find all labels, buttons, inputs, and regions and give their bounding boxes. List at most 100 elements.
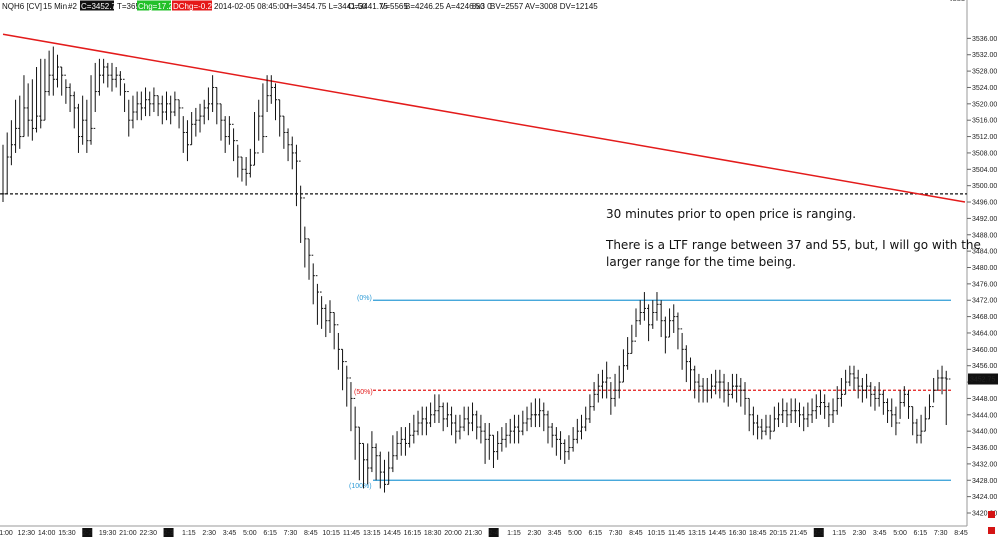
time-tick-label: 13:15 — [688, 530, 706, 537]
scale-marker-lower-icon[interactable] — [988, 527, 995, 534]
close-price-badge — [80, 0, 114, 11]
price-tick-label: 3520.00 — [972, 101, 997, 108]
price-tick-label: 3420.00 — [972, 511, 997, 518]
fib-label-0: (0%) — [357, 295, 372, 302]
price-tick-label: 3440.00 — [972, 429, 997, 436]
time-tick-label: 8:45 — [629, 530, 643, 537]
reference-lines — [0, 193, 967, 481]
time-axis[interactable]: 1:00 12:30 14:00 15:30 2-2 19:30 21:00 22:30 2-3… — [0, 528, 968, 537]
time-tick-label: 15:30 — [58, 530, 76, 537]
note-line-3: larger range for the time being. — [606, 255, 796, 269]
time-tick-label: 14:45 — [383, 530, 401, 537]
time-tick-label: 21:30 — [465, 530, 483, 537]
time-tick-label: 3:45 — [873, 530, 887, 537]
time-tick-label: 6:15 — [588, 530, 602, 537]
price-tick-label: 3508.00 — [972, 150, 997, 157]
price-tick-label: 3532.00 — [972, 52, 997, 59]
time-tick-label: 8:45 — [304, 530, 318, 537]
price-tick-label: 3444.00 — [972, 412, 997, 419]
price-tick-label: 3512.00 — [972, 134, 997, 141]
interval-label: 15 Min — [43, 2, 67, 11]
time-tick-label: 20:15 — [769, 530, 787, 537]
time-tick-label: 2-2 — [82, 530, 92, 537]
extra-label: 8x3 0 — [472, 2, 492, 11]
price-tick-label: 3488.00 — [972, 232, 997, 239]
time-tick-label: 11:45 — [668, 530, 685, 537]
price-tick-label: 3424.00 — [972, 494, 997, 501]
time-tick-label: 21:00 — [119, 530, 137, 537]
note-line-2: There is a LTF range between 37 and 55, … — [605, 238, 981, 252]
time-tick-label: 5:00 — [893, 530, 907, 537]
open-label: O=3441.75 — [348, 2, 388, 11]
price-tick-label: 3536.00 — [972, 36, 997, 43]
time-tick-label: 2:30 — [202, 530, 216, 537]
time-tick-label: 14:00 — [38, 530, 56, 537]
volume-label: V=5565 — [380, 2, 408, 11]
symbol-label: NQH6 [CV] — [2, 2, 42, 11]
time-tick-label: 3:45 — [223, 530, 237, 537]
time-tick-label: 2:30 — [527, 530, 541, 537]
price-tick-label: 3504.00 — [972, 167, 997, 174]
price-tick-label: 3456.00 — [972, 363, 997, 370]
time-tick-label: 12:30 — [18, 530, 36, 537]
scale-marker-upper-icon[interactable] — [988, 511, 995, 518]
price-tick-label: 3428.00 — [972, 478, 997, 485]
time-tick-label: 19:30 — [99, 530, 117, 537]
time-tick-label: 2-4 — [489, 530, 499, 537]
price-tick-label: 3496.00 — [972, 200, 997, 207]
time-tick-label: 2-5 — [814, 530, 824, 537]
time-tick-label: 16:30 — [729, 530, 747, 537]
day-separator-badge — [813, 528, 824, 537]
header-bar: NQH6 [CV] 15 Min #2 C=3452.75 T=3653 Chg… — [2, 0, 598, 11]
price-tick-label: 3476.00 — [972, 281, 997, 288]
time-tick-label: 2-3 — [163, 530, 173, 537]
time-tick-label: 1:15 — [182, 530, 196, 537]
bid-ask-label: B=4246.25 A=4246.50 — [405, 2, 485, 11]
time-tick-label: 18:45 — [749, 530, 767, 537]
chart-number-label: #2 — [68, 2, 77, 11]
time-tick-label: 7:30 — [609, 530, 623, 537]
time-tick-label: 10:15 — [647, 530, 665, 537]
time-tick-label: 1:15 — [832, 530, 846, 537]
time-tick-label: 20:00 — [444, 530, 462, 537]
volume-breakdown-label: BV=2557 AV=3008 DV=12145 — [490, 2, 598, 11]
price-tick-label: 3460.00 — [972, 347, 997, 354]
time-tick-label: 13:15 — [363, 530, 381, 537]
price-tick-label: 3480.00 — [972, 265, 997, 272]
price-tick-label: 3528.00 — [972, 69, 997, 76]
price-tick-label: 3500.00 — [972, 183, 997, 190]
change-badge — [137, 0, 171, 11]
change-label: Chg=17.25 — [138, 2, 178, 11]
daily-change-label: DChg=-0.25 — [173, 2, 217, 11]
time-tick-label: 5:00 — [568, 530, 582, 537]
price-tick-label: 3464.00 — [972, 330, 997, 337]
time-tick-label: 16:15 — [404, 530, 422, 537]
daily-change-badge — [172, 0, 212, 11]
price-tick-label: 3492.00 — [972, 216, 997, 223]
day-separator-badge — [488, 528, 499, 537]
tick-count-label: T=3653 — [117, 2, 145, 11]
ohlc-series — [1, 0, 965, 493]
time-tick-label: 18:30 — [424, 530, 442, 537]
time-tick-label: 8:45 — [954, 530, 968, 537]
time-tick-label: 7:30 — [284, 530, 298, 537]
price-tick-label: 3516.00 — [972, 118, 997, 125]
time-tick-label: 2:30 — [853, 530, 867, 537]
price-tick-label: 3472.00 — [972, 298, 997, 305]
time-tick-label: 21:45 — [790, 530, 808, 537]
time-tick-label: 1:00 — [0, 530, 13, 537]
time-tick-label: 11:45 — [343, 530, 360, 537]
high-low-label: H=3454.75 L=3441.50 — [287, 2, 367, 11]
day-separator-badge — [82, 528, 93, 537]
time-tick-label: 7:30 — [934, 530, 948, 537]
price-tick-label: 3448.00 — [972, 396, 997, 403]
price-axis[interactable]: 3536.00 3532.00 3528.00 3524.00 3520.00 3516.… — [967, 36, 997, 518]
close-price-label: C=3452.75 — [81, 2, 121, 11]
fib-label-50: (50%) — [354, 389, 373, 396]
time-tick-label: 22:30 — [139, 530, 157, 537]
note-line-1: 30 minutes prior to open price is rangin… — [606, 207, 856, 221]
trendline[interactable] — [2, 33, 966, 203]
time-tick-label: 10:15 — [322, 530, 340, 537]
